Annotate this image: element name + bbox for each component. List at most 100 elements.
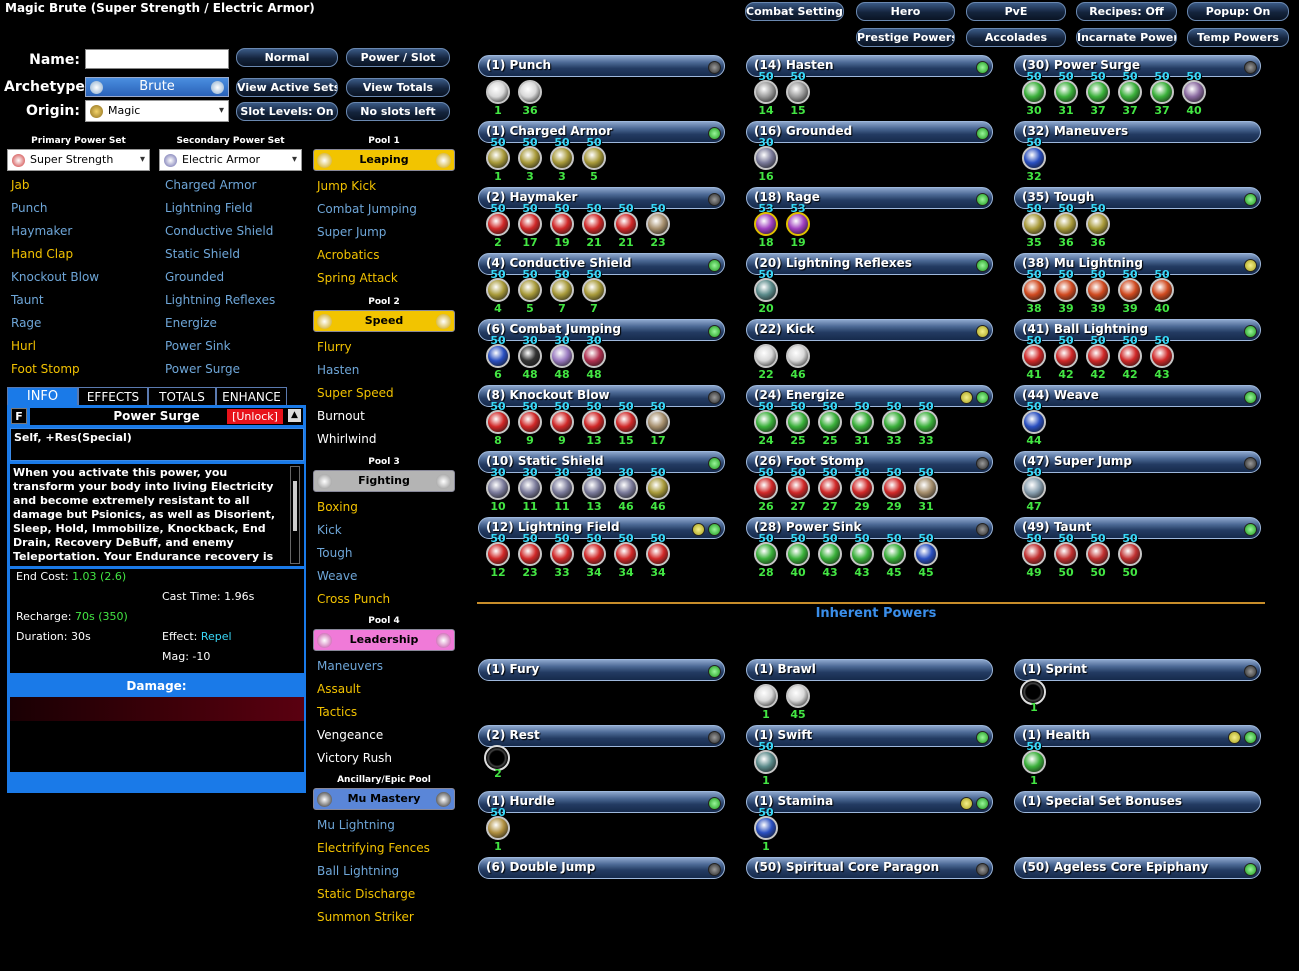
enhancement-slot[interactable]: 30 48 bbox=[515, 334, 545, 382]
enhancement-slot[interactable]: 30 11 bbox=[515, 466, 545, 514]
power-slot-rest[interactable]: (2) Rest bbox=[478, 725, 725, 747]
enhancement-slot[interactable]: 22 bbox=[751, 334, 781, 382]
power-slot-brawl[interactable]: (1) Brawl bbox=[746, 659, 993, 681]
enhancement-slot[interactable]: 50 39 bbox=[1051, 268, 1081, 316]
pool-power-burnout[interactable]: Burnout bbox=[317, 409, 365, 423]
combat-settings-button[interactable]: Combat Settings bbox=[745, 2, 844, 21]
pool-power-combat-jumping[interactable]: Combat Jumping bbox=[317, 202, 417, 216]
power-slot-ageless-core-epiphany[interactable]: (50) Ageless Core Epiphany bbox=[1014, 857, 1261, 879]
enhancement-slot[interactable]: 50 44 bbox=[1019, 400, 1049, 448]
secondary-power-lightning-field[interactable]: Lightning Field bbox=[165, 201, 253, 215]
secondary-power-power-surge[interactable]: Power Surge bbox=[165, 362, 241, 376]
enhancement-slot[interactable]: 50 17 bbox=[515, 202, 545, 250]
enhancement-slot[interactable]: 50 5 bbox=[515, 268, 545, 316]
power-slot-mode-button[interactable]: Power / Slot bbox=[346, 48, 450, 67]
description-scrollbar[interactable] bbox=[290, 466, 300, 564]
enhancement-slot[interactable]: 50 37 bbox=[1147, 70, 1177, 118]
power-slot-swift[interactable]: (1) Swift bbox=[746, 725, 993, 747]
pool-power-acrobatics[interactable]: Acrobatics bbox=[317, 248, 380, 262]
enhancement-slot[interactable]: 30 16 bbox=[751, 136, 781, 184]
power-slot-lightning-reflexes[interactable]: (20) Lightning Reflexes bbox=[746, 253, 993, 275]
pool-power-tactics[interactable]: Tactics bbox=[317, 705, 358, 719]
primary-power-haymaker[interactable]: Haymaker bbox=[11, 224, 73, 238]
power-slot-rage[interactable]: (18) Rage bbox=[746, 187, 993, 209]
prestige-powers-button[interactable]: Prestige Powers bbox=[856, 28, 955, 47]
enhancement-slot[interactable]: 50 42 bbox=[1083, 334, 1113, 382]
primary-power-rage[interactable]: Rage bbox=[11, 316, 42, 330]
power-slot-foot-stomp[interactable]: (26) Foot Stomp bbox=[746, 451, 993, 473]
enhancement-slot[interactable]: 50 20 bbox=[751, 268, 781, 316]
secondary-power-energize[interactable]: Energize bbox=[165, 316, 217, 330]
enhancement-slot[interactable]: 50 45 bbox=[911, 532, 941, 580]
pool-power-assault[interactable]: Assault bbox=[317, 682, 361, 696]
pool-power-vengeance[interactable]: Vengeance bbox=[317, 728, 384, 742]
power-slot-maneuvers[interactable]: (32) Maneuvers bbox=[1014, 121, 1261, 143]
power-slot-power-sink[interactable]: (28) Power Sink bbox=[746, 517, 993, 539]
enhancement-slot[interactable]: 50 14 bbox=[751, 70, 781, 118]
secondary-power-power-sink[interactable]: Power Sink bbox=[165, 339, 231, 353]
enhancement-slot[interactable]: 50 28 bbox=[751, 532, 781, 580]
pool-select-speed[interactable]: Speed bbox=[313, 310, 455, 332]
power-slot-ball-lightning[interactable]: (41) Ball Lightning bbox=[1014, 319, 1261, 341]
empty-slot-icon[interactable] bbox=[484, 745, 510, 771]
pool-power-whirlwind[interactable]: Whirlwind bbox=[317, 432, 377, 446]
pool-power-tough[interactable]: Tough bbox=[317, 546, 353, 560]
pool-power-ball-lightning[interactable]: Ball Lightning bbox=[317, 864, 400, 878]
enhancement-slot[interactable]: 50 25 bbox=[815, 400, 845, 448]
hero-button[interactable]: Hero bbox=[856, 2, 955, 21]
pool-power-mu-lightning[interactable]: Mu Lightning bbox=[317, 818, 395, 832]
enhancement-slot[interactable]: 50 47 bbox=[1019, 466, 1049, 514]
secondary-power-lightning-reflexes[interactable]: Lightning Reflexes bbox=[165, 293, 276, 307]
archetype-select[interactable]: Brute bbox=[85, 77, 229, 97]
enhancement-slot[interactable]: 50 50 bbox=[1083, 532, 1113, 580]
enhancement-slot[interactable]: 50 37 bbox=[1115, 70, 1145, 118]
pool-power-summon-striker[interactable]: Summon Striker bbox=[317, 910, 414, 924]
enhancement-slot[interactable]: 1 bbox=[751, 674, 781, 722]
primary-power-taunt[interactable]: Taunt bbox=[11, 293, 44, 307]
enhancement-slot[interactable]: 50 35 bbox=[1019, 202, 1049, 250]
enhancement-slot[interactable]: 50 36 bbox=[1083, 202, 1113, 250]
enhancement-slot[interactable]: 50 9 bbox=[515, 400, 545, 448]
enhancement-slot[interactable]: 50 7 bbox=[547, 268, 577, 316]
secondary-power-charged-armor[interactable]: Charged Armor bbox=[165, 178, 257, 192]
enhancement-slot[interactable]: 50 27 bbox=[783, 466, 813, 514]
enhancement-slot[interactable]: 50 43 bbox=[1147, 334, 1177, 382]
power-slot-double-jump[interactable]: (6) Double Jump bbox=[478, 857, 725, 879]
enhancement-slot[interactable]: 50 34 bbox=[611, 532, 641, 580]
tab-enhance[interactable]: ENHANCE bbox=[216, 387, 287, 406]
power-slot-hasten[interactable]: (14) Hasten bbox=[746, 55, 993, 77]
name-input[interactable] bbox=[85, 49, 229, 69]
enhancement-slot[interactable]: 50 24 bbox=[751, 400, 781, 448]
enhancement-slot[interactable]: 50 3 bbox=[547, 136, 577, 184]
enhancement-slot[interactable]: 50 1 bbox=[1019, 740, 1049, 788]
pool-power-spring-attack[interactable]: Spring Attack bbox=[317, 271, 398, 285]
power-slot-health[interactable]: (1) Health bbox=[1014, 725, 1261, 747]
enhancement-slot[interactable]: 50 2 bbox=[483, 202, 513, 250]
enhancement-slot[interactable]: 30 11 bbox=[547, 466, 577, 514]
power-slot-lightning-field[interactable]: (12) Lightning Field bbox=[478, 517, 725, 539]
empty-slot-icon[interactable] bbox=[1020, 679, 1046, 705]
pool-power-boxing[interactable]: Boxing bbox=[317, 500, 358, 514]
tab-info[interactable]: INFO bbox=[7, 387, 78, 406]
enhancement-slot[interactable]: 50 25 bbox=[783, 400, 813, 448]
flag-button[interactable]: F bbox=[11, 408, 27, 424]
enhancement-slot[interactable]: 50 34 bbox=[643, 532, 673, 580]
normal-mode-button[interactable]: Normal bbox=[236, 48, 338, 67]
tab-effects[interactable]: EFFECTS bbox=[78, 387, 148, 406]
power-slot-static-shield[interactable]: (10) Static Shield bbox=[478, 451, 725, 473]
enhancement-slot[interactable]: 50 32 bbox=[1019, 136, 1049, 184]
enhancement-slot[interactable]: 50 42 bbox=[1051, 334, 1081, 382]
pool-select-leadership[interactable]: Leadership bbox=[313, 629, 455, 651]
power-slot-mu-lightning[interactable]: (38) Mu Lightning bbox=[1014, 253, 1261, 275]
pool-power-jump-kick[interactable]: Jump Kick bbox=[317, 179, 377, 193]
enhancement-slot[interactable]: 36 bbox=[515, 70, 545, 118]
enhancement-slot[interactable]: 30 48 bbox=[547, 334, 577, 382]
primary-power-hand-clap[interactable]: Hand Clap bbox=[11, 247, 74, 261]
view-active-sets-button[interactable]: View Active Sets bbox=[236, 78, 338, 97]
view-totals-button[interactable]: View Totals bbox=[346, 78, 450, 97]
expand-icon[interactable]: ▲ bbox=[288, 409, 301, 422]
power-slot-kick[interactable]: (22) Kick bbox=[746, 319, 993, 341]
power-slot-spiritual-core-paragon[interactable]: (50) Spiritual Core Paragon bbox=[746, 857, 993, 879]
power-slot-sprint[interactable]: (1) Sprint bbox=[1014, 659, 1261, 681]
enhancement-slot[interactable]: 50 1 bbox=[483, 136, 513, 184]
